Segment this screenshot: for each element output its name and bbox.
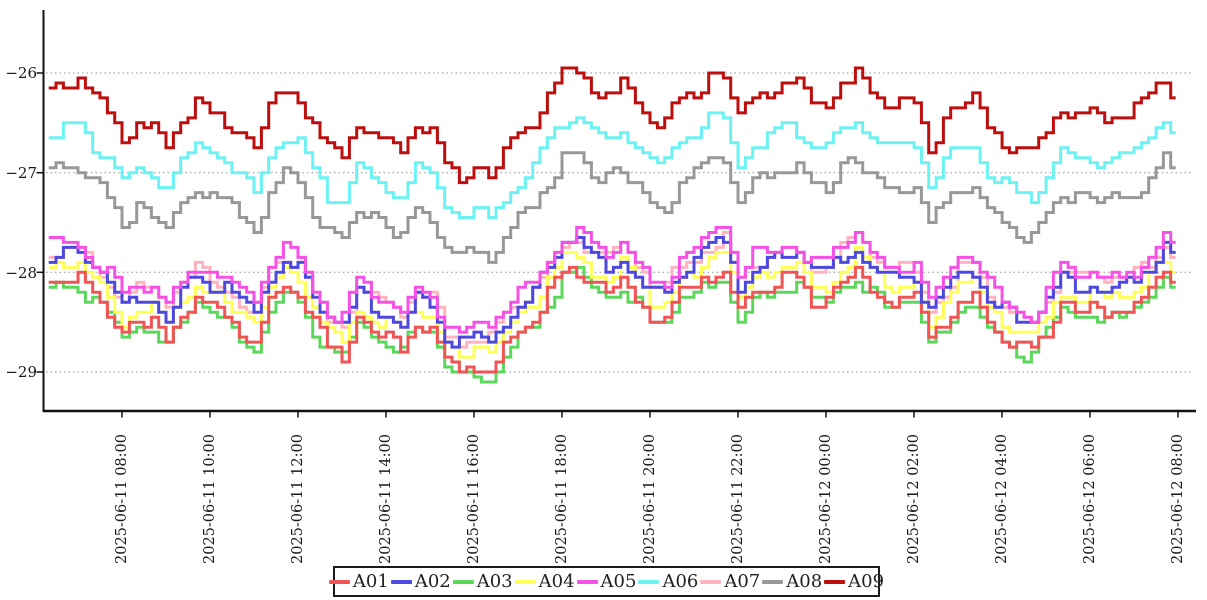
x-tick-label: 2025-06-11 12:00 — [290, 434, 306, 564]
x-tick-label: 2025-06-12 00:00 — [818, 434, 834, 564]
legend-item-a06: A06 — [638, 571, 698, 592]
legend-item-a05: A05 — [576, 571, 637, 592]
legend-swatch-a05 — [576, 579, 598, 584]
x-tick-label: 2025-06-11 18:00 — [554, 434, 570, 564]
x-tick-label: 2025-06-12 06:00 — [1082, 434, 1098, 564]
x-tick-label: 2025-06-11 22:00 — [730, 434, 746, 564]
series-line-a06 — [48, 111, 1176, 219]
legend-swatch-a04 — [514, 579, 536, 584]
legend: A01 A02 A03 A04 A05 A06 A07 A08 A09 — [328, 566, 884, 597]
legend-swatch-a06 — [638, 579, 660, 584]
y-tick-label: −29 — [5, 363, 37, 381]
legend-item-a03: A03 — [452, 571, 513, 592]
x-tick-label: 2025-06-12 02:00 — [906, 434, 922, 564]
legend-label-a08: A08 — [786, 571, 823, 592]
legend-swatch-a09 — [824, 579, 846, 584]
legend-label-a09: A09 — [848, 571, 885, 592]
legend-item-a04: A04 — [514, 571, 575, 592]
series-line-a05 — [48, 226, 1176, 334]
legend-swatch-a02 — [390, 579, 412, 584]
legend-item-a09: A09 — [824, 571, 884, 592]
x-tick-label: 2025-06-11 16:00 — [466, 434, 482, 564]
x-tick-label: 2025-06-12 08:00 — [1170, 434, 1186, 564]
legend-label-a05: A05 — [600, 571, 637, 592]
legend-label-a02: A02 — [414, 571, 451, 592]
legend-item-a08: A08 — [762, 571, 822, 592]
x-tick-label: 2025-06-11 20:00 — [642, 434, 658, 564]
legend-swatch-a08 — [762, 579, 784, 584]
y-tick-label: −26 — [5, 64, 37, 82]
legend-label-a07: A07 — [724, 571, 761, 592]
legend-label-a04: A04 — [538, 571, 575, 592]
y-tick-label: −28 — [5, 264, 37, 282]
x-tick-label: 2025-06-11 08:00 — [114, 434, 130, 564]
legend-swatch-a07 — [700, 579, 722, 584]
legend-swatch-a01 — [328, 579, 350, 584]
legend-label-a01: A01 — [352, 571, 389, 592]
x-tick-label: 2025-06-11 10:00 — [202, 434, 218, 564]
legend-label-a03: A03 — [476, 571, 513, 592]
legend-item-a01: A01 — [328, 571, 389, 592]
series-line-a08 — [48, 151, 1176, 264]
legend-item-a07: A07 — [700, 571, 760, 592]
series-line-a01 — [48, 265, 1176, 374]
y-tick-label: −27 — [5, 164, 37, 182]
legend-item-a02: A02 — [390, 571, 451, 592]
legend-swatch-a03 — [452, 579, 474, 584]
x-tick-label: 2025-06-11 14:00 — [378, 434, 394, 564]
legend-label-a06: A06 — [662, 571, 699, 592]
series-line-a09 — [48, 66, 1176, 185]
x-tick-label: 2025-06-12 04:00 — [994, 434, 1010, 564]
